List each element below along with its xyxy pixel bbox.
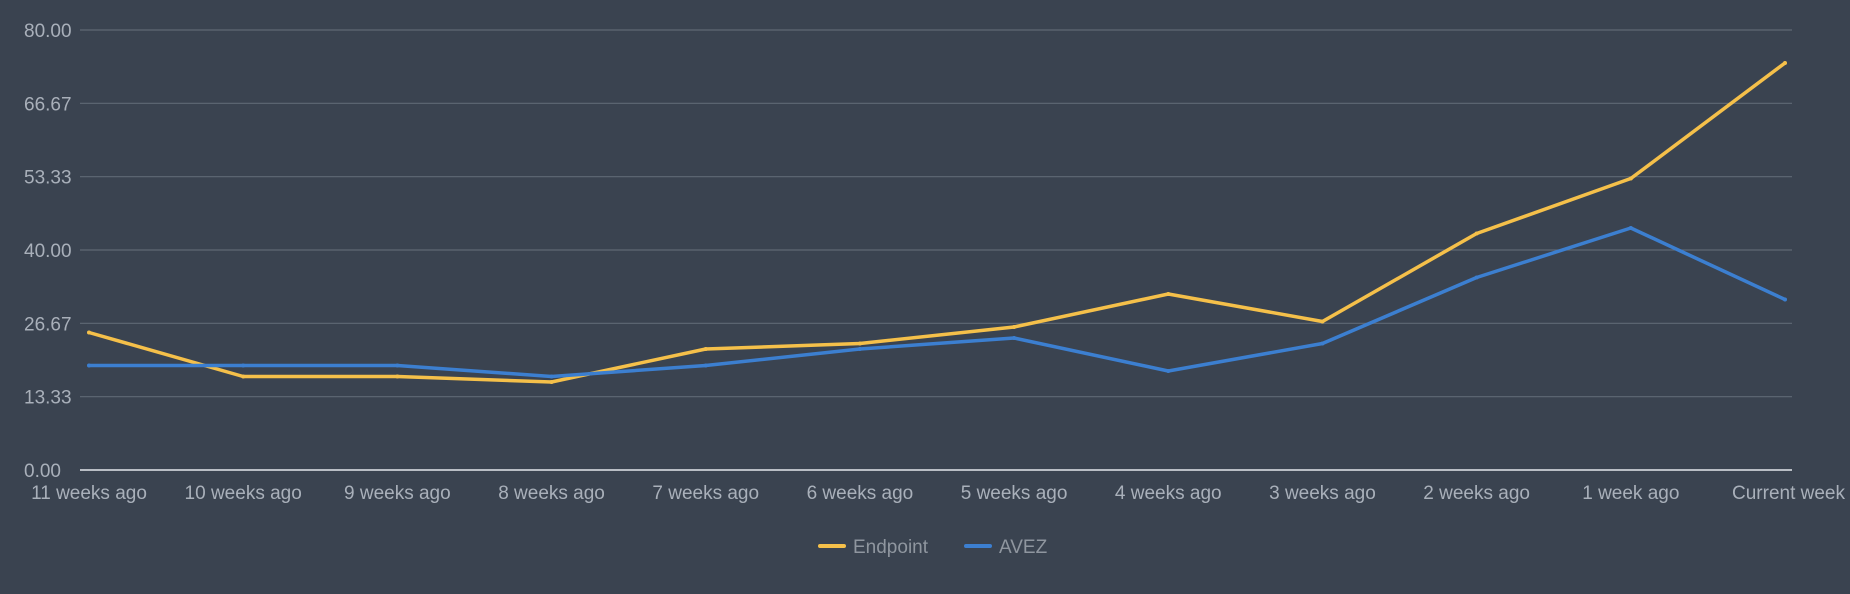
x-tick-label: 8 weeks ago (498, 483, 605, 504)
data-point-avez[interactable] (1012, 336, 1017, 340)
y-tick-label: 80.00 (24, 21, 72, 42)
series-line-avez[interactable] (87, 226, 1787, 379)
data-point-avez[interactable] (1783, 297, 1787, 302)
x-tick-label: Current week (1732, 483, 1845, 504)
data-point-avez[interactable] (1320, 341, 1325, 346)
data-point-endpoint[interactable] (1320, 319, 1325, 324)
y-tick-label: 0.00 (24, 461, 61, 482)
data-point-endpoint[interactable] (703, 347, 708, 351)
grid-layer (80, 29, 1792, 471)
x-tick-label: 10 weeks ago (185, 483, 302, 504)
data-point-avez[interactable] (703, 363, 708, 368)
y-tick-label: 40.00 (24, 241, 72, 262)
data-point-endpoint[interactable] (87, 330, 91, 335)
x-tick-label: 2 weeks ago (1423, 483, 1530, 504)
data-point-endpoint[interactable] (1628, 176, 1633, 181)
series-layer (87, 61, 1787, 384)
data-point-endpoint[interactable] (1166, 292, 1171, 296)
data-point-avez[interactable] (395, 363, 400, 368)
x-tick-label: 11 weeks ago (31, 483, 147, 504)
legend[interactable]: Endpoint AVEZ (818, 537, 1048, 558)
data-point-endpoint[interactable] (549, 380, 554, 384)
x-axis-ticks: 11 weeks ago 10 weeks ago 9 weeks ago 8 wee… (31, 483, 1845, 504)
legend-item-endpoint[interactable]: Endpoint (818, 537, 929, 558)
y-tick-label: 66.67 (24, 94, 72, 115)
y-axis-ticks: 0.00 13.33 26.67 40.00 53.33 66.67 80.00 (24, 21, 72, 482)
data-point-endpoint[interactable] (1783, 61, 1787, 65)
series-line-endpoint[interactable] (87, 61, 1787, 384)
legend-label: Endpoint (853, 537, 929, 558)
x-tick-label: 5 weeks ago (961, 483, 1068, 504)
y-tick-label: 53.33 (24, 168, 72, 189)
data-point-endpoint[interactable] (395, 374, 400, 379)
data-point-avez[interactable] (241, 363, 246, 368)
y-tick-label: 26.67 (24, 314, 72, 335)
data-point-endpoint[interactable] (1012, 325, 1017, 329)
x-tick-label: 1 week ago (1582, 483, 1679, 504)
x-tick-label: 6 weeks ago (807, 483, 914, 504)
data-point-avez[interactable] (87, 363, 91, 368)
y-tick-label: 13.33 (24, 388, 72, 409)
data-point-avez[interactable] (1628, 226, 1633, 230)
data-point-endpoint[interactable] (241, 374, 246, 379)
data-point-avez[interactable] (549, 374, 554, 379)
x-tick-label: 4 weeks ago (1115, 483, 1222, 504)
legend-item-avez[interactable]: AVEZ (964, 537, 1048, 558)
x-tick-label: 7 weeks ago (652, 483, 759, 504)
data-point-endpoint[interactable] (857, 341, 862, 346)
data-point-avez[interactable] (1474, 275, 1479, 280)
data-point-avez[interactable] (1166, 369, 1171, 373)
data-point-avez[interactable] (857, 347, 862, 351)
x-tick-label: 3 weeks ago (1269, 483, 1376, 504)
x-tick-label: 9 weeks ago (344, 483, 451, 504)
data-point-endpoint[interactable] (1474, 231, 1479, 236)
legend-label: AVEZ (999, 537, 1048, 558)
